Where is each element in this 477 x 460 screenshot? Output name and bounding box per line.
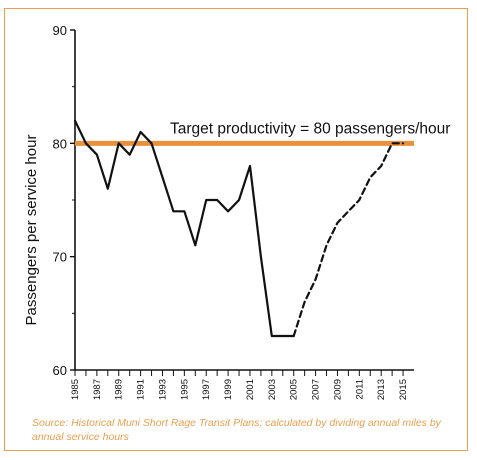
- x-tick-label: 2015: [398, 379, 409, 400]
- series-line-dashed: [292, 142, 405, 338]
- axes: [70, 29, 414, 376]
- x-tick-label: 1999: [223, 379, 234, 400]
- y-tick-label: 70: [53, 250, 67, 265]
- x-tick-label: 2013: [376, 379, 387, 400]
- source-caption: Source: Historical Muni Short Rage Trans…: [32, 417, 441, 443]
- labels-group: 60 70 80 90 1985 1987 1989 1991 1993 1995 1997 1999…: [23, 23, 450, 400]
- x-tick-label: 2011: [354, 379, 365, 399]
- y-axis-title: Passengers per service hour: [23, 135, 40, 326]
- x-tick-label: 1991: [136, 379, 147, 400]
- y-tick-label: 90: [53, 23, 67, 38]
- x-tick-label: 2007: [311, 379, 322, 400]
- x-tick-label: 1985: [70, 379, 81, 400]
- x-tick-label: 1987: [92, 379, 103, 400]
- series-group: [73, 119, 405, 338]
- x-tick-label: 2009: [332, 379, 343, 400]
- x-tick-label: 1993: [157, 379, 168, 400]
- x-tick-label: 2005: [289, 379, 300, 400]
- x-tick-label: 2003: [267, 379, 278, 400]
- y-tick-label: 60: [53, 363, 67, 378]
- chart-frame: [4, 8, 468, 451]
- target-label: Target productivity = 80 passengers/hour: [170, 120, 450, 137]
- x-tick-label: 1989: [114, 379, 125, 400]
- y-tick-label: 80: [53, 136, 67, 151]
- x-tick-label: 1995: [179, 379, 190, 400]
- series-line-solid: [73, 119, 295, 338]
- x-tick-label: 2001: [245, 379, 256, 400]
- x-tick-label: 1997: [201, 379, 212, 400]
